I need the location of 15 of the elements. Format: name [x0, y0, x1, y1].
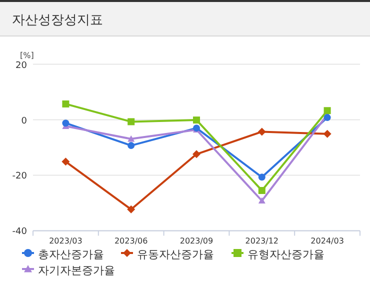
legend-label: 총자산증가율 — [38, 248, 104, 261]
xtick: 2023/06 — [114, 236, 148, 246]
xtick: 2023/09 — [180, 236, 214, 246]
legend-label: 자기자본증가율 — [38, 264, 115, 277]
xtick: 2023/12 — [245, 236, 279, 246]
title: 자산성장성지표 — [12, 13, 103, 28]
legend-label: 유형자산증가율 — [248, 248, 324, 261]
ytick: -40 — [12, 227, 27, 238]
ytick: -20 — [12, 172, 27, 182]
xtick: 2024/03 — [310, 236, 344, 246]
ylabel: [%] — [20, 51, 34, 60]
xtick: 2023/03 — [49, 236, 82, 246]
legend-label: 유동자산증가율 — [137, 248, 214, 261]
ytick: 20 — [16, 60, 27, 71]
ytick: 0 — [21, 116, 27, 126]
